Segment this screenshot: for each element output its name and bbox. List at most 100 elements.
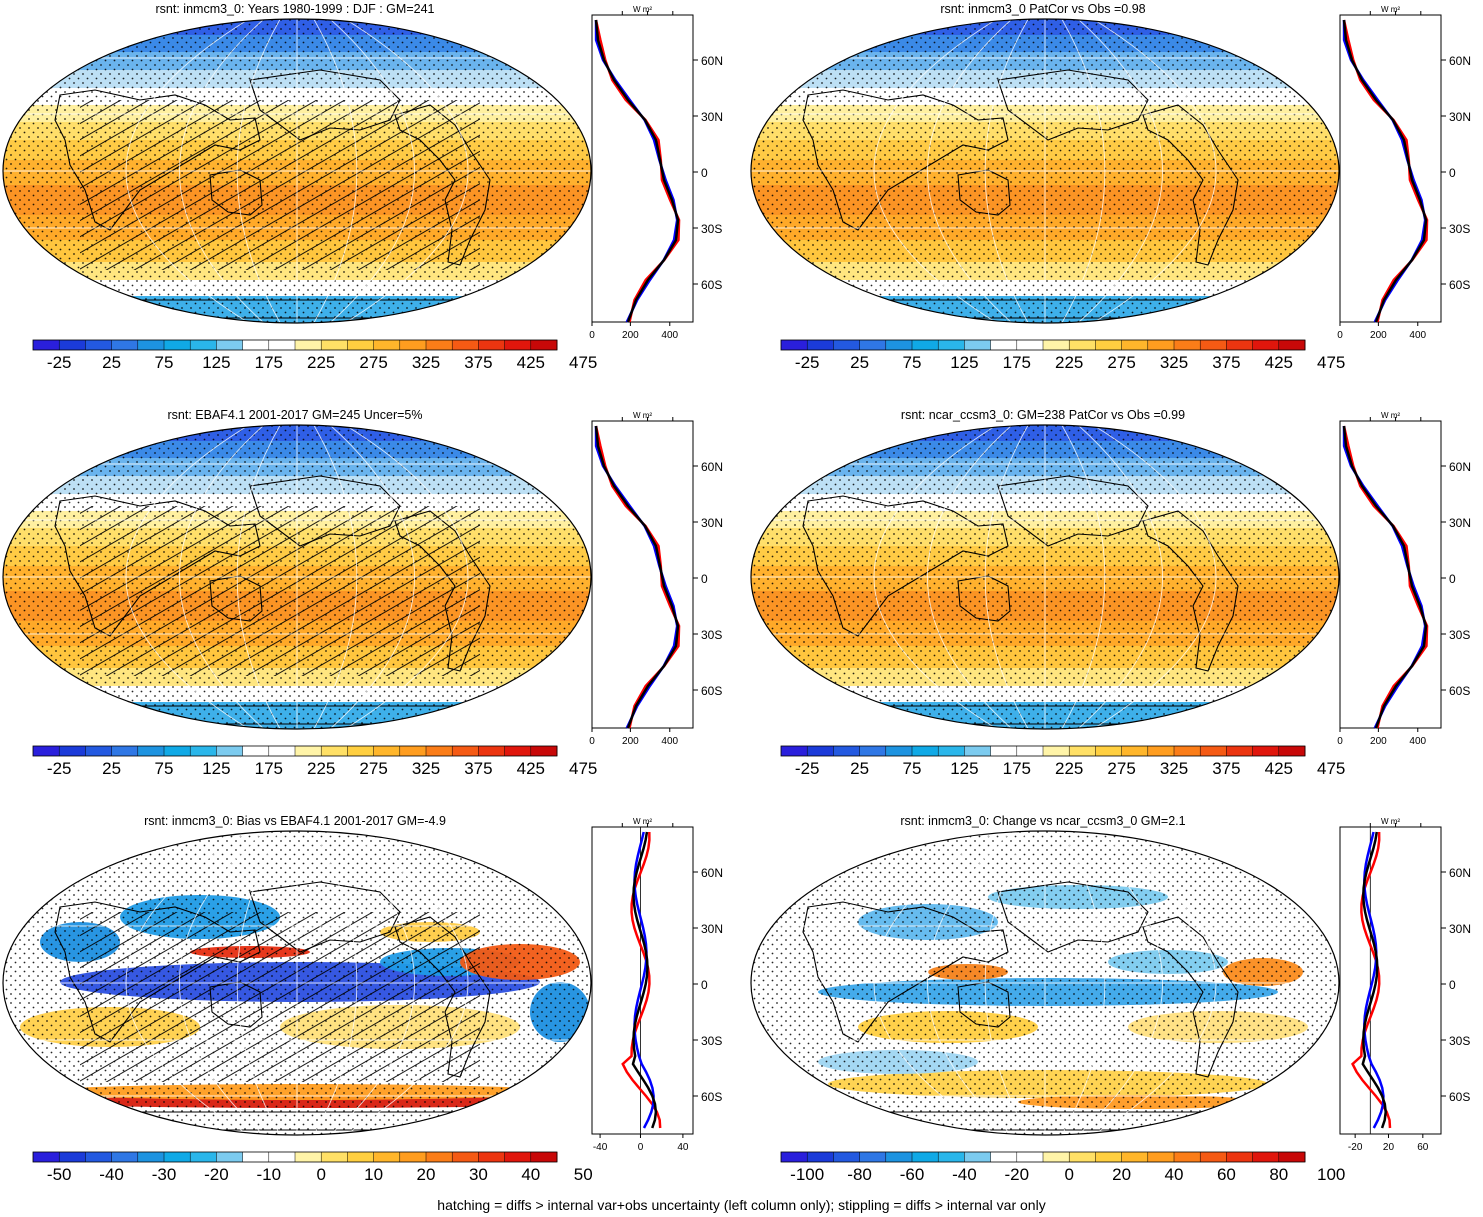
colorbar-swatch [807,340,834,350]
colorbar-swatch [833,340,861,350]
colorbar-swatch [190,746,217,756]
latitude-label: 30N [1449,922,1471,936]
colorbar-swatch [1147,340,1175,350]
latitude-label: 60S [701,1090,722,1104]
colorbar-swatch [1043,746,1070,756]
zonal-profile: W m² 60N 30N 0 30S 60S -40 0 40 [591,817,723,1153]
colorbar-swatch [426,340,453,350]
colorbar-tick-label: -20 [204,1165,229,1184]
colorbar-swatch [504,746,532,756]
panel-obs: -25 25 75 125 175 225 275 325 375 425 475 W m² 60N 30… [0,406,741,811]
colorbar-swatch [216,1152,244,1162]
colorbar-tick-label: 75 [903,759,922,778]
latitude-label: 30S [1449,628,1470,642]
latitude-label: 60S [1449,684,1470,698]
profile-tick-label: 200 [622,736,639,747]
map-field [751,831,1339,1135]
colorbar-swatch [938,746,965,756]
colorbar-swatch [885,746,913,756]
colorbar-swatch [190,340,217,350]
colorbar-swatch [990,340,1018,350]
reference-profile-line [1361,831,1387,1129]
colorbar: -25 25 75 125 175 225 275 325 375 425 475 [32,339,597,372]
colorbar-swatch [1174,746,1201,756]
colorbar-tick-label: -20 [1005,1165,1030,1184]
map-field [3,831,591,1135]
latitude-label: 60S [1449,1090,1470,1104]
colorbar-swatch [1043,1152,1070,1162]
unit-label: W m² [1381,5,1400,14]
colorbar-tick-label: 30 [469,1165,488,1184]
profile-tick-label: 20 [1383,1142,1395,1153]
colorbar-swatch [1252,746,1280,756]
latitude-label: 30S [1449,222,1470,236]
colorbar-swatch [530,1152,558,1162]
colorbar: -100 -80 -60 -40 -20 0 20 40 60 80 100 [780,1151,1345,1184]
colorbar-tick-label: -80 [847,1165,872,1184]
colorbar-tick-label: 125 [950,353,978,372]
colorbar-tick-label: 40 [521,1165,540,1184]
profile-tick-label: 40 [677,1142,689,1153]
model-profile-line [1342,425,1429,729]
colorbar-swatch [912,340,939,350]
colorbar-swatch [1174,340,1201,350]
colorbar-swatch [781,340,808,350]
unit-label: W m² [1381,817,1400,826]
latitude-label: 30S [1449,1034,1470,1048]
colorbar-tick-label: 475 [1317,759,1345,778]
reference-profile-line [594,425,680,729]
colorbar-tick-label: 225 [307,759,335,778]
colorbar-swatch [1016,1152,1044,1162]
colorbar-swatch [59,1152,86,1162]
colorbar: -50 -40 -30 -20 -10 0 10 20 30 40 50 [32,1151,593,1184]
colorbar-swatch [990,1152,1018,1162]
colorbar-swatch [1278,746,1306,756]
colorbar-tick-label: -10 [257,1165,282,1184]
colorbar-tick-label: 225 [1055,759,1083,778]
colorbar-swatch [1278,340,1306,350]
colorbar-tick-label: 275 [1107,759,1135,778]
footer-note: hatching = diffs > internal var+obs unce… [437,1197,1046,1213]
colorbar-swatch [268,340,296,350]
colorbar-swatch [321,340,348,350]
colorbar-tick-label: -25 [795,759,820,778]
colorbar-swatch [33,340,60,350]
world-map: -50 -40 -30 -20 -10 0 10 20 30 40 50 W m² 60N 30N 0 30S… [2,817,723,1184]
colorbar-swatch [295,746,322,756]
colorbar-tick-label: 225 [1055,353,1083,372]
colorbar-tick-label: -40 [952,1165,977,1184]
colorbar-tick-label: 475 [569,353,597,372]
colorbar-tick-label: 75 [155,353,174,372]
profile-tick-label: 400 [1409,330,1426,341]
latitude-label: 60N [1449,54,1471,68]
colorbar-tick-label: 225 [307,353,335,372]
colorbar-swatch [807,1152,834,1162]
colorbar-swatch [885,340,913,350]
latitude-label: 30N [701,922,723,936]
colorbar-tick-label: 40 [1165,1165,1184,1184]
colorbar-swatch [373,340,401,350]
colorbar-swatch [242,340,270,350]
reference-profile-line [1342,425,1428,729]
zonal-profile: W m² 60N 30N 0 30S 60S 0 200 400 [1337,411,1471,747]
map-field [3,19,591,323]
colorbar-swatch [1095,340,1123,350]
colorbar-tick-label: 275 [1107,353,1135,372]
colorbar-swatch [859,1152,887,1162]
map-outline [750,830,1340,1136]
colorbar-swatch [137,340,165,350]
colorbar-swatch [530,746,558,756]
panel-title: rsnt: ncar_ccsm3_0: GM=238 PatCor vs Obs… [900,408,1186,422]
colorbar-swatch [164,340,191,350]
colorbar-swatch [1147,1152,1175,1162]
colorbar-swatch [478,340,506,350]
latitude-label: 0 [1449,572,1456,586]
colorbar-swatch [452,1152,479,1162]
zonal-profile: W m² 60N 30N 0 30S 60S -20 20 60 [1339,817,1471,1153]
colorbar-swatch [912,1152,939,1162]
panel-patcor: -25 25 75 125 175 225 275 325 375 425 475 W m² 60N 30… [748,0,1483,405]
colorbar-swatch [164,746,191,756]
profile-tick-label: 400 [1409,736,1426,747]
latitude-label: 60N [1449,866,1471,880]
colorbar-swatch [373,1152,401,1162]
